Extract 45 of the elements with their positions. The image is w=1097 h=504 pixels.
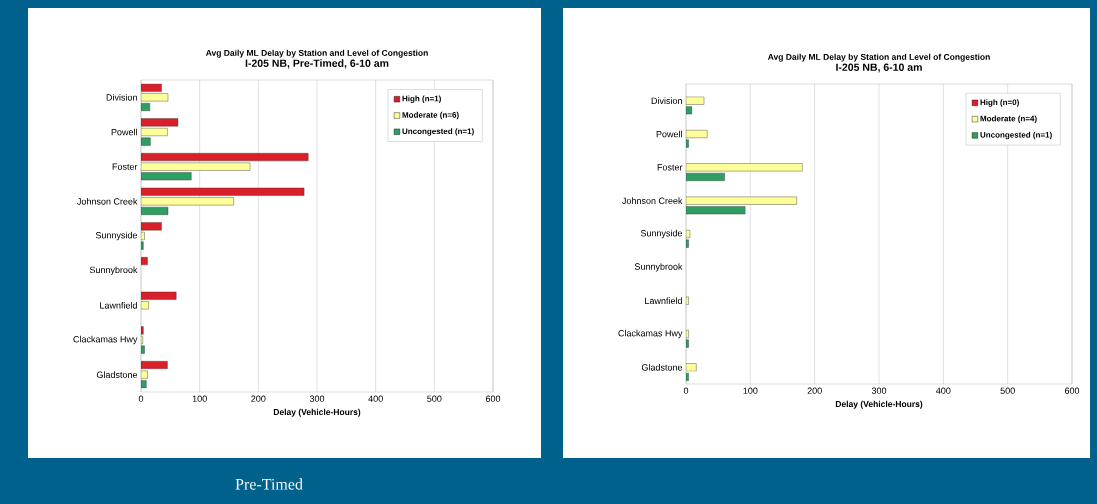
y-tick-label: Sunnybrook bbox=[634, 263, 683, 272]
x-tick-label: 200 bbox=[807, 387, 822, 394]
y-tick-label: Division bbox=[651, 97, 682, 104]
legend-label: Moderate (n=4) bbox=[980, 115, 1037, 123]
y-tick-label: Powell bbox=[656, 130, 682, 138]
x-tick-label: 600 bbox=[1064, 387, 1080, 394]
x-tick-label: 100 bbox=[192, 395, 207, 402]
y-tick-label: Gladstone bbox=[641, 364, 683, 371]
x-tick-label: 200 bbox=[251, 395, 266, 402]
y-tick-label: Sunnybrook bbox=[89, 266, 138, 275]
legend-label: Uncongested (n=1) bbox=[402, 128, 474, 136]
legend-label: High (n=1) bbox=[402, 95, 441, 104]
x-axis-title: Delay (Vehicle-Hours) bbox=[835, 400, 923, 409]
y-tick-label: Division bbox=[106, 94, 137, 101]
y-tick-label: Lawnfield bbox=[100, 302, 137, 309]
y-tick-label: Johnson Creek bbox=[77, 198, 138, 205]
x-tick-label: 600 bbox=[485, 395, 501, 402]
x-axis-title: Delay (Vehicle-Hours) bbox=[273, 408, 361, 417]
y-tick-label: Sunnyside bbox=[95, 231, 138, 241]
y-tick-label: Lawnfield bbox=[645, 297, 682, 304]
x-tick-label: 500 bbox=[1000, 387, 1015, 394]
text: Pre-Timed bbox=[235, 478, 303, 490]
x-tick-label: 100 bbox=[743, 387, 758, 394]
x-tick-label: 300 bbox=[871, 387, 887, 394]
y-tick-label: Clackamas Hwy bbox=[73, 335, 138, 345]
y-tick-label: Clackamas Hwy bbox=[618, 329, 683, 339]
x-tick-label: 500 bbox=[427, 395, 442, 402]
chart-title: Avg Daily ML Delay by Station and Level of Congestion bbox=[767, 53, 990, 62]
x-tick-label: 400 bbox=[368, 395, 383, 402]
chart-subtitle: I-205 NB, Pre-Timed, 6-10 am bbox=[245, 59, 389, 69]
legend-label: High (n=0) bbox=[980, 99, 1019, 107]
x-tick-label: 0 bbox=[138, 395, 144, 402]
chart-subtitle: I-205 NB, 6-10 am bbox=[836, 63, 922, 73]
x-tick-label: 300 bbox=[309, 395, 325, 402]
y-tick-label: Powell bbox=[111, 128, 137, 136]
legend-label: Uncongested (n=1) bbox=[980, 131, 1052, 140]
y-tick-label: Foster bbox=[657, 164, 683, 171]
y-tick-label: Johnson Creek bbox=[622, 197, 683, 204]
y-tick-label: Gladstone bbox=[96, 371, 138, 378]
x-tick-label: 0 bbox=[683, 387, 689, 394]
chart-title: Avg Daily ML Delay by Station and Level of Congestion bbox=[205, 49, 428, 58]
legend-label: Moderate (n=6) bbox=[402, 111, 459, 120]
y-tick-label: Sunnyside bbox=[640, 229, 683, 239]
x-tick-label: 400 bbox=[936, 387, 951, 394]
y-tick-label: Foster bbox=[112, 163, 138, 170]
